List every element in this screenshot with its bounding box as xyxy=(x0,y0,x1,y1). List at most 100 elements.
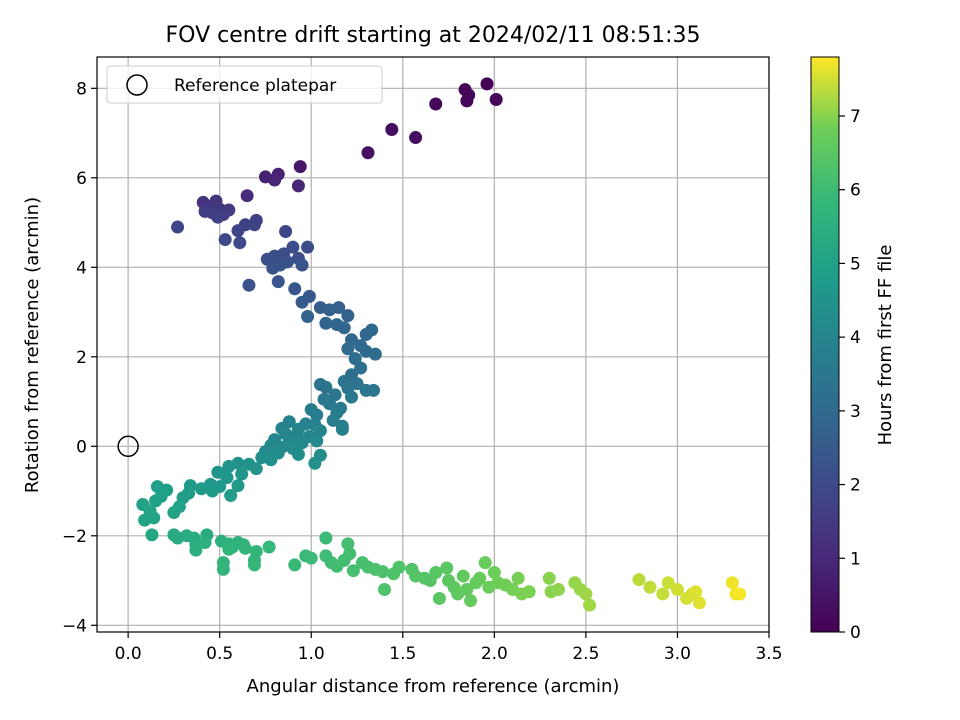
data-point xyxy=(345,390,359,404)
data-point xyxy=(366,383,380,397)
data-point xyxy=(222,459,236,473)
data-point xyxy=(487,565,501,579)
colorbar-tick-label: 3 xyxy=(850,402,861,422)
data-point xyxy=(218,233,232,247)
data-point xyxy=(279,225,293,239)
data-point xyxy=(295,258,309,272)
data-point xyxy=(346,564,360,578)
data-point xyxy=(249,462,263,476)
colorbar-tick-label: 6 xyxy=(850,181,861,201)
data-point xyxy=(304,551,318,565)
colorbar-tick-label: 0 xyxy=(850,623,861,643)
colorbar-tick-label: 1 xyxy=(850,549,861,569)
data-point xyxy=(689,585,703,599)
data-point xyxy=(189,543,203,557)
data-point xyxy=(661,576,675,590)
data-point xyxy=(368,347,382,361)
data-point xyxy=(231,479,245,493)
colorbar-gradient xyxy=(810,56,840,633)
colorbar: 0 1 2 3 4 5 6 7 Hours from first FF file xyxy=(810,56,896,643)
legend-marker xyxy=(126,74,148,96)
data-point xyxy=(216,562,230,576)
y-tick-label: −2 xyxy=(62,527,87,547)
y-tick-label: −4 xyxy=(62,616,87,636)
data-point xyxy=(432,591,446,605)
data-point xyxy=(293,160,307,174)
colorbar-tick-label: 4 xyxy=(850,328,861,348)
data-point xyxy=(337,321,351,335)
data-point xyxy=(733,587,747,601)
data-point xyxy=(268,173,282,187)
data-point xyxy=(542,571,556,585)
x-tick-label: 1.0 xyxy=(298,644,325,664)
data-point xyxy=(205,484,219,498)
data-point xyxy=(211,210,225,224)
colorbar-ticks: 0 1 2 3 4 5 6 7 xyxy=(839,107,861,643)
y-tick-label: 8 xyxy=(76,79,87,99)
data-point xyxy=(308,456,322,470)
data-point xyxy=(692,596,706,610)
colorbar-tick-label: 7 xyxy=(850,107,861,127)
data-point xyxy=(145,528,159,542)
data-point xyxy=(194,482,208,496)
x-tick-label: 3.5 xyxy=(755,644,782,664)
grid-lines xyxy=(97,57,770,632)
data-point xyxy=(354,361,368,375)
data-point xyxy=(376,565,390,579)
data-point xyxy=(310,408,324,422)
x-tick-label: 3.0 xyxy=(664,644,691,664)
data-point xyxy=(365,323,379,337)
y-axis-ticks: −4 −2 0 2 4 6 8 xyxy=(62,79,97,636)
y-axis-label: Rotation from reference (arcmin) xyxy=(22,197,43,493)
colorbar-tick-label: 2 xyxy=(850,476,861,496)
x-tick-label: 2.0 xyxy=(481,644,508,664)
data-point xyxy=(551,582,565,596)
data-point xyxy=(247,218,261,232)
data-point xyxy=(429,565,443,579)
data-point xyxy=(198,536,212,550)
data-point xyxy=(440,561,454,575)
data-point xyxy=(301,240,315,254)
data-point xyxy=(377,582,391,596)
data-point xyxy=(301,310,315,324)
data-point xyxy=(464,594,478,608)
data-point xyxy=(343,547,357,561)
data-point xyxy=(348,352,362,366)
legend-label: Reference platepar xyxy=(174,76,336,96)
y-tick-label: 0 xyxy=(76,437,87,457)
data-point xyxy=(167,506,181,520)
data-point xyxy=(242,278,256,292)
data-point xyxy=(323,397,337,411)
legend: Reference platepar xyxy=(106,65,383,104)
colorbar-tick-label: 5 xyxy=(850,254,861,274)
x-tick-label: 0.5 xyxy=(206,644,233,664)
y-tick-label: 6 xyxy=(76,169,87,189)
x-tick-label: 1.5 xyxy=(389,644,416,664)
data-point xyxy=(460,94,474,108)
x-axis-ticks: 0.0 0.5 1.0 1.5 2.0 2.5 3.0 3.5 xyxy=(115,632,783,664)
data-point xyxy=(319,316,333,330)
data-point xyxy=(149,494,163,508)
plot-frame xyxy=(96,56,770,633)
data-point xyxy=(511,571,525,585)
data-point xyxy=(489,93,503,107)
reference-point xyxy=(117,435,139,458)
data-point xyxy=(171,220,185,234)
data-point xyxy=(291,179,305,193)
data-point xyxy=(319,531,333,545)
x-tick-label: 2.5 xyxy=(572,644,599,664)
data-point xyxy=(583,598,597,612)
data-point xyxy=(332,301,346,315)
data-point xyxy=(262,540,276,554)
data-point xyxy=(522,585,536,599)
chart-title: FOV centre drift starting at 2024/02/11 … xyxy=(166,23,701,48)
data-point xyxy=(247,558,261,572)
data-point xyxy=(460,582,474,596)
data-point xyxy=(385,122,399,136)
data-point xyxy=(231,224,245,238)
x-axis-label: Angular distance from reference (arcmin) xyxy=(247,676,620,697)
data-point xyxy=(392,560,406,574)
data-point xyxy=(473,571,487,585)
data-point xyxy=(341,537,355,551)
